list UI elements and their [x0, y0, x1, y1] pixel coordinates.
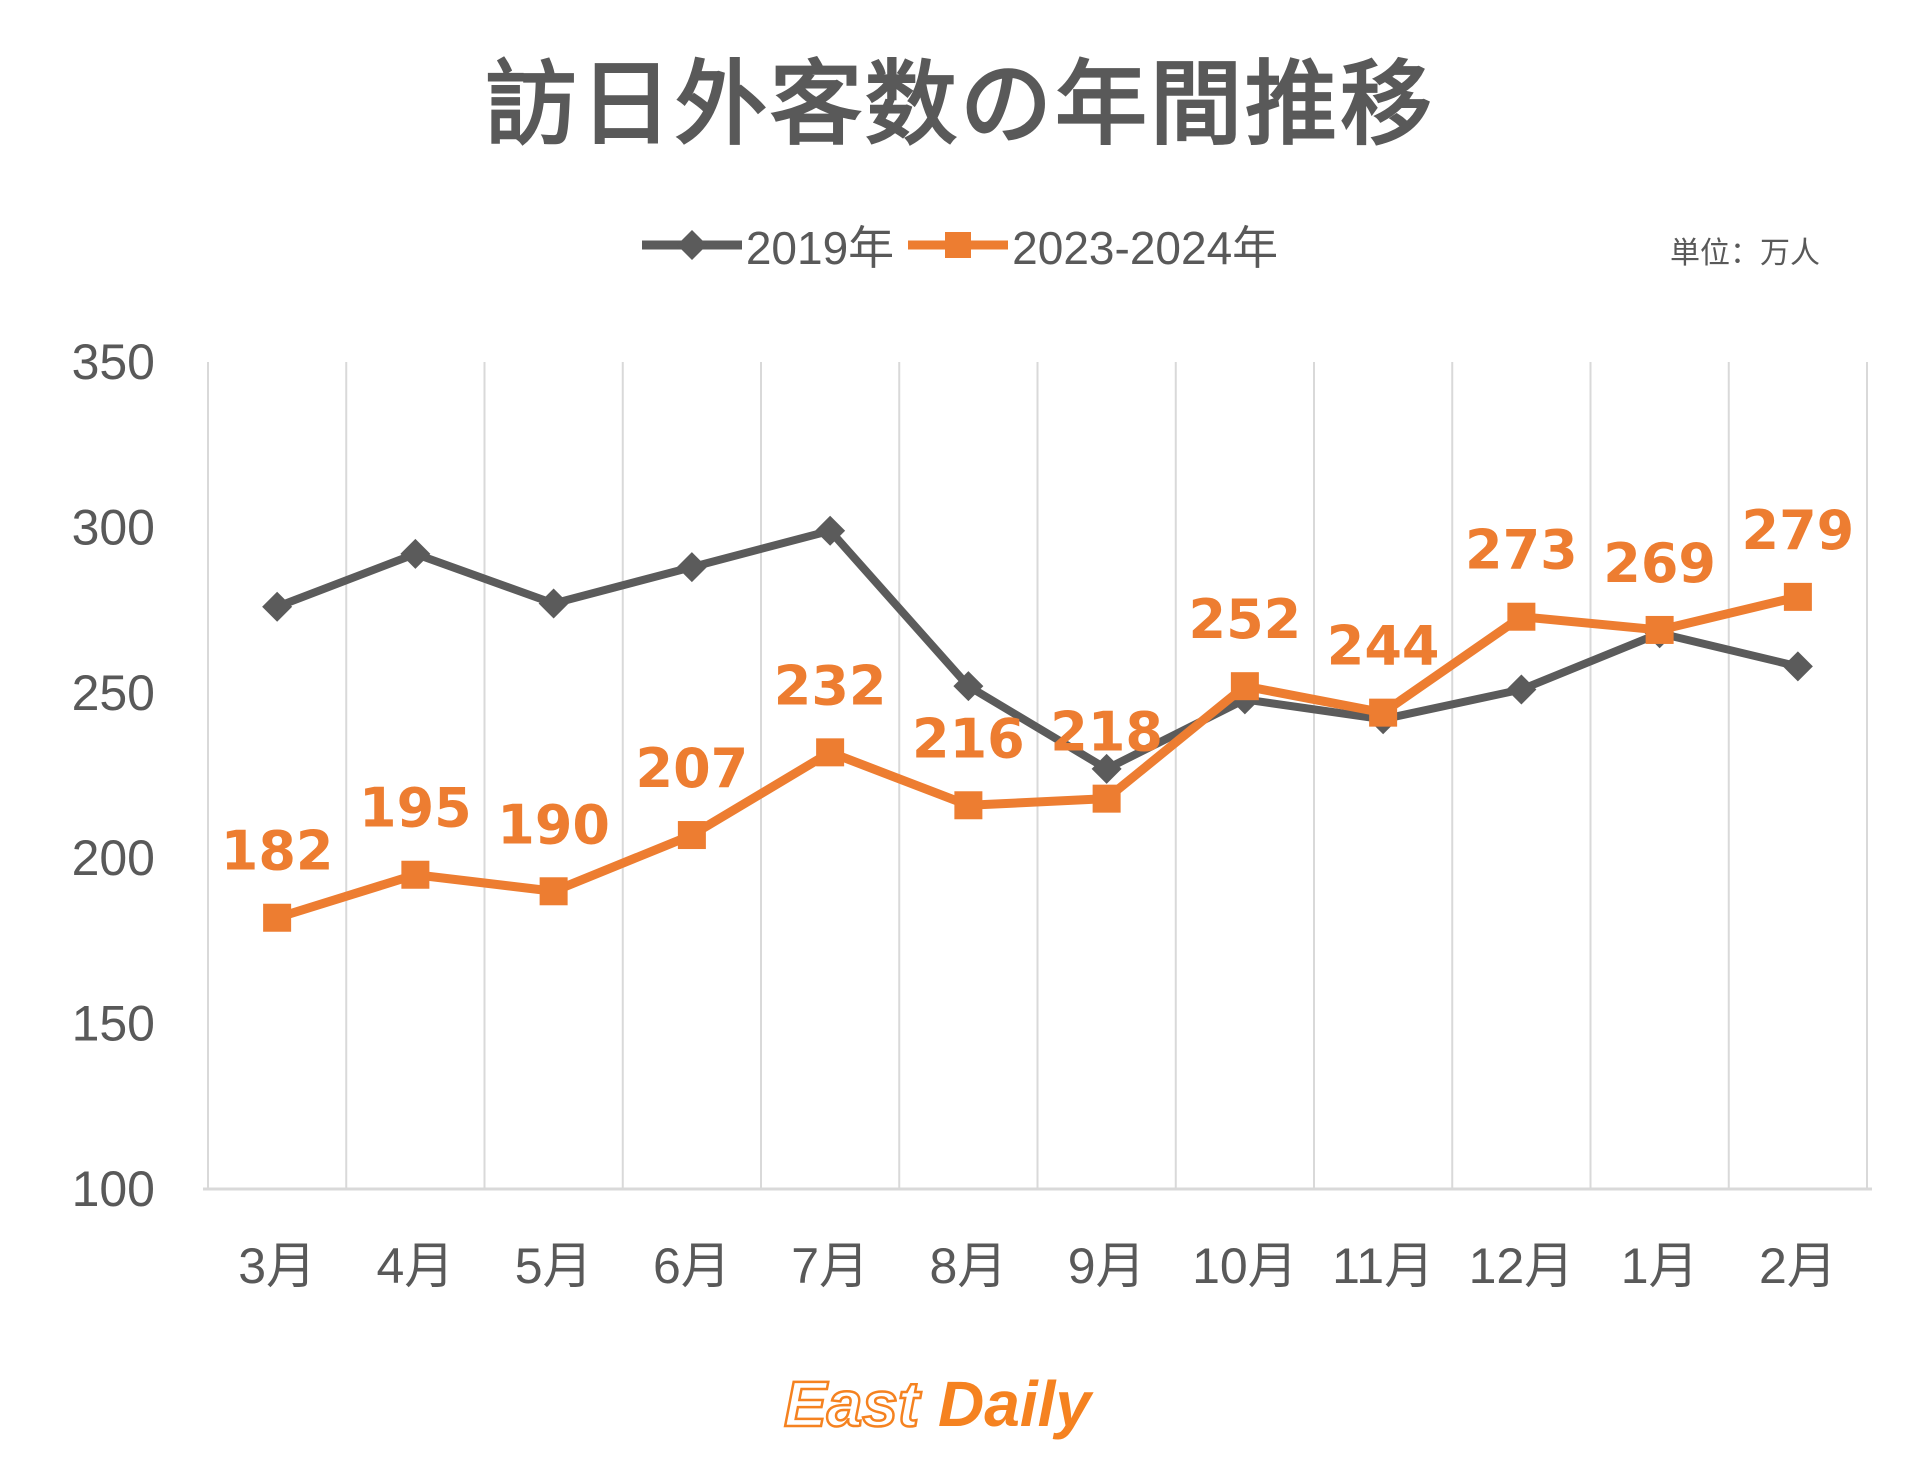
- x-tick-label: 9月: [1068, 1238, 1146, 1294]
- x-tick-label: 6月: [653, 1238, 731, 1294]
- x-tick-label: 12月: [1469, 1238, 1575, 1294]
- y-tick-label: 300: [72, 499, 155, 555]
- data-point-marker: [262, 591, 293, 622]
- data-point-marker: [815, 515, 846, 546]
- data-label: 216: [912, 707, 1025, 770]
- data-point-marker: [1645, 615, 1674, 644]
- data-point-marker: [1782, 651, 1813, 682]
- data-label: 232: [774, 654, 887, 717]
- legend-item-2019: 2019年: [641, 212, 895, 278]
- data-point-marker: [1092, 784, 1121, 813]
- x-tick-label: 1月: [1621, 1238, 1699, 1294]
- data-label: 279: [1742, 499, 1855, 562]
- legend-square-icon: [945, 232, 972, 258]
- data-label: 273: [1465, 519, 1578, 582]
- unit-label: 単位：万人: [1670, 237, 1820, 270]
- x-tick-label: 7月: [791, 1238, 869, 1294]
- x-tick-label: 4月: [376, 1238, 454, 1294]
- data-label: 269: [1603, 532, 1716, 595]
- logo-daily-text: Daily: [938, 1368, 1094, 1440]
- data-point-marker: [1230, 672, 1259, 701]
- data-label: 244: [1327, 615, 1440, 678]
- data-label: 252: [1189, 588, 1302, 651]
- data-point-marker: [401, 860, 430, 889]
- legend-item-2023-2024: 2023-2024年: [908, 212, 1278, 278]
- series-line-2019年: [273, 526, 1802, 773]
- data-point-marker: [1783, 582, 1812, 611]
- data-point-marker: [1369, 698, 1398, 727]
- square-line-marker-icon: [908, 232, 1009, 258]
- legend-label-2019: 2019年: [745, 222, 895, 274]
- x-tick-label: 2月: [1759, 1238, 1837, 1294]
- data-point-marker: [1091, 753, 1122, 784]
- x-tick-label: 10月: [1192, 1238, 1298, 1294]
- series-line-2023-2024年: [272, 592, 1803, 923]
- data-point-marker: [538, 588, 569, 619]
- y-tick-label: 350: [72, 334, 155, 390]
- data-point-marker: [1507, 602, 1536, 631]
- y-tick-label: 200: [72, 830, 155, 886]
- y-tick-label: 150: [72, 996, 155, 1052]
- diamond-line-marker-icon: [641, 230, 742, 260]
- legend-label-2023-2024: 2023-2024年: [1012, 222, 1279, 274]
- legend: 2019年 2023-2024年: [0, 212, 1920, 278]
- data-label: 218: [1050, 701, 1163, 764]
- chart-title: 訪日外客数の年間推移: [484, 54, 1435, 156]
- legend-diamond-icon: [676, 230, 707, 260]
- data-label: 182: [221, 820, 334, 883]
- x-tick-label: 5月: [515, 1238, 593, 1294]
- data-point-marker: [539, 877, 568, 906]
- logo-east-text: East: [784, 1368, 922, 1440]
- x-tick-label: 8月: [929, 1238, 1007, 1294]
- data-point-marker: [1506, 674, 1537, 705]
- data-label: 190: [497, 793, 610, 856]
- y-tick-label: 100: [72, 1161, 155, 1217]
- brand-logo: East Daily: [783, 1367, 1095, 1442]
- data-point-marker: [816, 738, 845, 767]
- data-label: 195: [359, 777, 472, 840]
- data-point-marker: [954, 791, 983, 820]
- x-tick-label: 11月: [1332, 1238, 1434, 1294]
- data-label: 207: [636, 737, 749, 800]
- data-point-marker: [953, 671, 984, 702]
- data-point-marker: [677, 821, 706, 850]
- data-point-marker: [676, 552, 707, 583]
- data-point-marker: [400, 538, 431, 569]
- x-tick-label: 3月: [238, 1238, 316, 1294]
- data-point-marker: [263, 903, 292, 932]
- y-tick-label: 250: [72, 665, 155, 721]
